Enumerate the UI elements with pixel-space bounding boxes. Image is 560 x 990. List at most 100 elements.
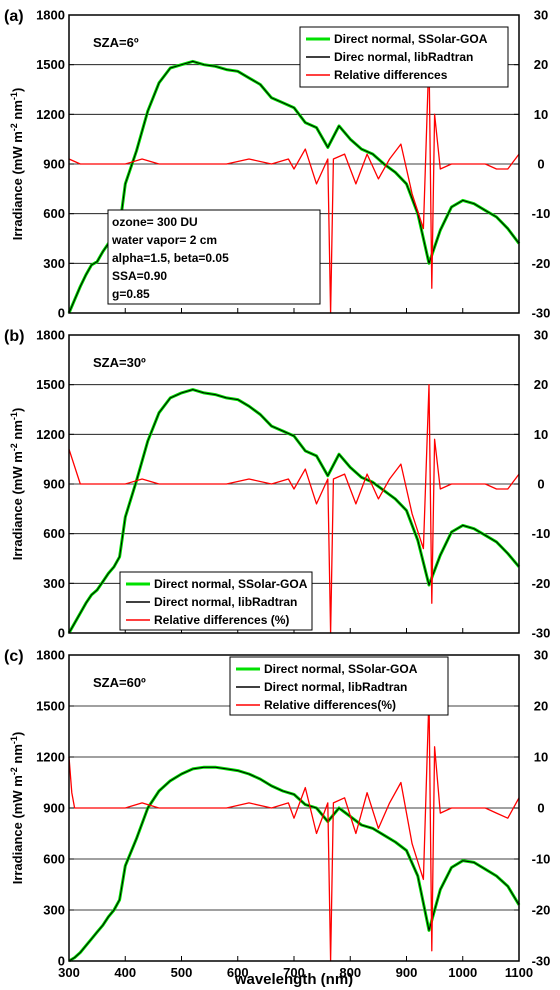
x-tick-label: 1100 <box>505 965 533 980</box>
y-axis-label: Irradiance (mW m-2 nm-1) <box>9 408 25 561</box>
info-line: water vapor= 2 cm <box>111 233 217 247</box>
y-tick-label: 1800 <box>36 648 65 663</box>
y-tick-label: 900 <box>43 801 65 816</box>
y-axis-label-part: nm <box>10 420 25 443</box>
y2-tick-label: 20 <box>534 377 548 392</box>
y-axis-label-part: -2 <box>9 767 19 775</box>
y2-tick-label: -20 <box>532 256 551 271</box>
sza-annotation: SZA=30º <box>93 355 146 370</box>
y2-tick-label: 0 <box>537 801 544 816</box>
x-tick-label: 800 <box>339 965 361 980</box>
legend-box <box>229 656 449 716</box>
y2-tick-label: 10 <box>534 427 548 442</box>
y-tick-label: 600 <box>43 852 65 867</box>
series-line-3 <box>68 695 520 962</box>
y2-tick-label: -20 <box>532 903 551 918</box>
legend-label: Relative differences <box>334 68 448 82</box>
y-axis-label-part: -2 <box>9 443 19 451</box>
legend-label: Direct normal, libRadtran <box>154 595 297 609</box>
y-tick-label: 600 <box>43 526 65 541</box>
y-tick-label: 900 <box>43 477 65 492</box>
y2-tick-label: -30 <box>532 954 551 969</box>
y2-tick-label: 10 <box>534 750 548 765</box>
y-tick-label: 1500 <box>36 57 65 72</box>
y-axis-label-part: ) <box>10 408 25 412</box>
y-axis-label-part: Irradiance (mW m <box>10 131 25 240</box>
series-line-3 <box>68 384 520 634</box>
y2-tick-label: -10 <box>532 852 551 867</box>
panel-label: (a) <box>4 8 24 25</box>
y-axis-label: Irradiance (mW m-2 nm-1) <box>9 88 25 241</box>
legend-label: Direc normal, libRadtran <box>334 50 473 64</box>
y-tick-label: 600 <box>43 206 65 221</box>
legend-label: Direct normal, SSolar-GOA <box>334 32 488 46</box>
legend-box <box>119 571 313 631</box>
legend-label: Direct normal, SSolar-GOA <box>264 662 418 676</box>
y-tick-label: 0 <box>58 306 65 321</box>
y-axis-label-part: nm <box>10 100 25 123</box>
y2-tick-label: 0 <box>537 157 544 172</box>
y2-tick-label: -30 <box>532 626 551 641</box>
y-axis-label-part: Irradiance (mW m <box>10 451 25 560</box>
info-box <box>107 209 321 305</box>
y-axis-label-part: ) <box>10 88 25 92</box>
y2-tick-label: 30 <box>534 648 548 663</box>
y2-tick-label: 30 <box>534 328 548 343</box>
series-line-2 <box>68 766 520 962</box>
y-tick-label: 1800 <box>36 8 65 23</box>
y2-tick-label: 10 <box>534 107 548 122</box>
y-tick-label: 1200 <box>36 107 65 122</box>
legend-label: Direct normal, libRadtran <box>264 680 407 694</box>
info-line: SSA=0.90 <box>112 269 167 283</box>
x-tick-label: 900 <box>396 965 418 980</box>
y-tick-label: 300 <box>43 256 65 271</box>
x-tick-label: 500 <box>171 965 193 980</box>
legend-box <box>299 26 509 88</box>
y-axis-label-part: -1 <box>9 92 19 100</box>
y-tick-label: 300 <box>43 903 65 918</box>
x-axis-label: wavelength (nm) <box>234 971 353 988</box>
legend-label: Relative differences (%) <box>154 613 289 627</box>
y-axis-label: Irradiance (mW m-2 nm-1) <box>9 732 25 885</box>
x-tick-label: 300 <box>58 965 80 980</box>
legend-label: Relative differences(%) <box>264 698 396 712</box>
y2-tick-label: 0 <box>537 477 544 492</box>
y-axis-label-part: -1 <box>9 736 19 744</box>
y-tick-label: 1500 <box>36 699 65 714</box>
y-axis-label-part: -2 <box>9 123 19 131</box>
y-tick-label: 1500 <box>36 377 65 392</box>
y-tick-label: 1200 <box>36 750 65 765</box>
x-tick-label: 400 <box>114 965 136 980</box>
y-tick-label: 1800 <box>36 328 65 343</box>
y-axis-label-part: nm <box>10 744 25 767</box>
y2-tick-label: -10 <box>532 526 551 541</box>
panel-2: 0 300 600 900 1200 1500 1800 -30 -20 -10 0 10 20 30 (b… <box>4 328 550 641</box>
y-axis-label-part: Irradiance (mW m <box>10 775 25 884</box>
y-axis-label-part: ) <box>10 732 25 736</box>
panel-3: 0300600900120015001800-30-20-10010203030… <box>4 648 550 989</box>
y2-tick-label: -30 <box>532 306 551 321</box>
y2-tick-label: -10 <box>532 206 551 221</box>
x-tick-label: 600 <box>227 965 249 980</box>
sza-annotation: SZA=60º <box>93 675 146 690</box>
sza-annotation: SZA=6º <box>93 35 139 50</box>
y-tick-label: 300 <box>43 576 65 591</box>
panel-1: 0 300 600 900 1200 1500 1800 -30 -20 -10 0 10 20 30 (a… <box>4 8 550 321</box>
y-tick-label: 900 <box>43 157 65 172</box>
series-line-1 <box>68 765 521 963</box>
legend-label: Direct normal, SSolar-GOA <box>154 577 308 591</box>
y-axis-label-part: -1 <box>9 412 19 420</box>
y2-tick-label: -20 <box>532 576 551 591</box>
info-line: alpha=1.5, beta=0.05 <box>112 251 229 265</box>
x-tick-label: 1000 <box>448 965 477 980</box>
y-tick-label: 0 <box>58 954 65 969</box>
series-line-3 <box>68 54 520 314</box>
x-tick-label: 700 <box>283 965 305 980</box>
y2-tick-label: 20 <box>534 699 548 714</box>
y-tick-label: 0 <box>58 626 65 641</box>
series-line-2 <box>68 389 520 634</box>
info-line: ozone= 300 DU <box>112 215 198 229</box>
panel-label: (b) <box>4 328 24 345</box>
y-tick-label: 1200 <box>36 427 65 442</box>
